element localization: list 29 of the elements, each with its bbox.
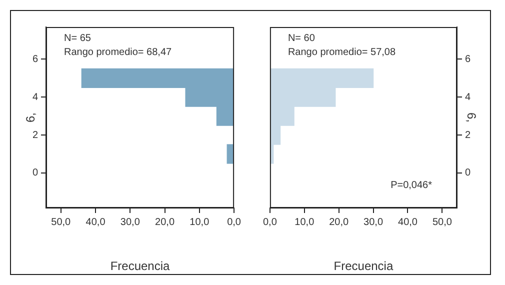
x-tick-label: 40,0 bbox=[398, 216, 418, 228]
y-tick-label: 4 bbox=[465, 92, 471, 103]
x-axis-title: Frecuencia bbox=[334, 259, 394, 274]
annotation: Rango promedio= 57,08 bbox=[288, 46, 396, 58]
x-tick-label: 10,0 bbox=[294, 216, 315, 228]
annotation: Rango promedio= 68,47 bbox=[64, 46, 172, 58]
annotation: N= 60 bbox=[288, 32, 316, 44]
x-tick-label: 0,0 bbox=[227, 216, 242, 228]
y-tick-label: 6 bbox=[465, 54, 471, 65]
annotation: N= 65 bbox=[64, 32, 92, 44]
x-tick-label: 20,0 bbox=[155, 216, 175, 228]
y-tick-label: 0 bbox=[32, 168, 38, 179]
x-tick-label: 0,0 bbox=[263, 216, 278, 228]
x-tick-label: 50,0 bbox=[432, 216, 452, 228]
x-tick-label: 50,0 bbox=[51, 216, 72, 228]
x-tick-label: 30,0 bbox=[120, 216, 140, 228]
x-tick-label: 10,0 bbox=[190, 216, 210, 228]
y-tick-label: 0 bbox=[465, 168, 471, 179]
x-tick-label: 20,0 bbox=[329, 216, 350, 228]
x-axis-title: Frecuencia bbox=[110, 259, 170, 274]
x-tick-label: 40,0 bbox=[86, 216, 106, 228]
y-tick-label: 2 bbox=[32, 130, 38, 141]
y-tick-label: 2 bbox=[465, 130, 471, 141]
y-tick-label: 6 bbox=[32, 54, 38, 65]
x-tick-label: 30,0 bbox=[364, 216, 384, 228]
y-tick-label: 4 bbox=[32, 92, 38, 103]
y-axis-title: 6, bbox=[464, 112, 478, 123]
y-axis-title: 6, bbox=[24, 112, 38, 123]
annotation: P=0,046* bbox=[390, 180, 432, 191]
